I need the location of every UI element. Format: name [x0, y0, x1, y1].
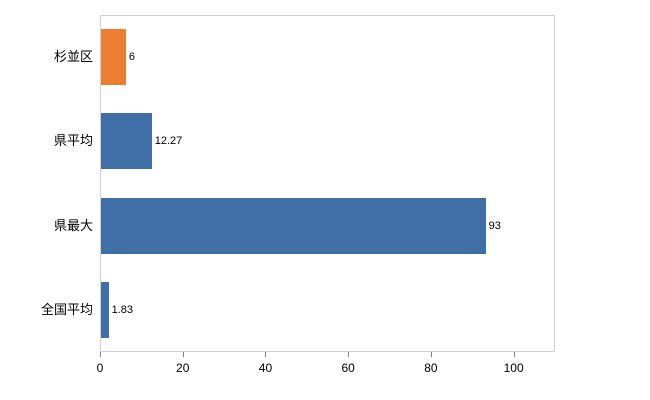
x-tick-label-0: 0: [96, 361, 104, 375]
bar-2: [101, 197, 486, 254]
x-tick-label-1: 20: [176, 361, 190, 375]
plot-area: [100, 15, 555, 352]
x-tick-label-5: 100: [503, 361, 524, 375]
value-label-3: 1.83: [111, 303, 133, 316]
value-label-2: 93: [488, 219, 501, 232]
value-label-0: 6: [128, 51, 135, 64]
x-tick-label-3: 60: [341, 361, 355, 375]
category-label-1: 県平均: [53, 133, 93, 149]
bar-0: [101, 29, 126, 86]
x-tick-mark-0: [100, 352, 101, 357]
bar-3: [101, 281, 109, 338]
x-tick-mark-3: [348, 352, 350, 357]
x-tick-mark-2: [265, 352, 267, 357]
x-tick-label-4: 80: [424, 361, 438, 375]
value-label-1: 12.27: [154, 135, 183, 148]
x-tick-mark-5: [513, 352, 515, 357]
x-tick-mark-4: [430, 352, 432, 357]
x-tick-mark-1: [182, 352, 184, 357]
category-label-2: 県最大: [53, 217, 93, 233]
bar-1: [101, 113, 152, 170]
category-label-3: 全国平均: [40, 301, 93, 317]
x-tick-label-2: 40: [258, 361, 273, 375]
category-label-0: 杉並区: [53, 49, 93, 65]
